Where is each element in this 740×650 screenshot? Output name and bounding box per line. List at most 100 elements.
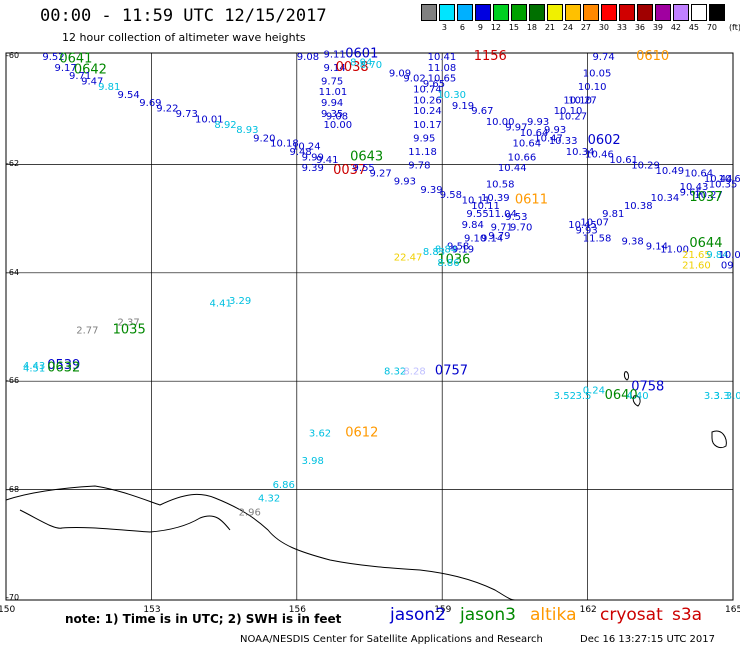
wave-height-value: 8.86 [437, 258, 459, 269]
wave-height-value: 9.54 [117, 90, 139, 101]
lon-tick-label: 162 [579, 605, 597, 615]
wave-height-value: 8.83 [423, 247, 445, 258]
wave-height-value: 9.81 [98, 82, 120, 93]
pass-time-label: 0642 [74, 63, 107, 78]
pass-time-label: 1036 [437, 252, 470, 267]
lat-tick-label: -64 [6, 267, 20, 277]
wave-height-value: 9.55 [466, 209, 488, 220]
wave-height-value: 10.46 [585, 150, 614, 161]
wave-height-value: 10.01 [195, 114, 224, 125]
wave-height-value: 9.39 [302, 163, 324, 174]
wave-height-value: 9.53 [505, 212, 527, 223]
map-frame [5, 52, 734, 601]
wave-height-value: 3.62 [309, 429, 331, 440]
lat-tick-label: -68 [6, 484, 20, 494]
pass-time-label: 0612 [345, 426, 378, 441]
wave-height-value: 9.41 [316, 155, 338, 166]
wave-height-value: 10.10 [554, 106, 583, 117]
pass-time-label: 0757 [435, 363, 468, 378]
legend-label: 36 [634, 23, 645, 32]
wave-height-value: 9.74 [592, 52, 614, 63]
wave-height-value: 9.27 [370, 169, 392, 180]
wave-height-value: 9.17 [54, 63, 76, 74]
legend-swatch [655, 4, 671, 21]
wave-height-value: 9.71 [69, 71, 91, 82]
wave-height-value: 4.51 [23, 364, 45, 375]
wave-height-value: 9.10 [464, 234, 486, 245]
wave-height-value: 10.05 [583, 68, 612, 79]
island-2 [711, 430, 727, 449]
lat-tick-label: -62 [6, 159, 20, 169]
pass-time-label: 0632 [47, 361, 80, 376]
wave-height-value: 3.3 [714, 391, 730, 402]
legend-swatch [637, 4, 653, 21]
wave-height-value: 10.47 [534, 133, 563, 144]
wave-height-value: 11.08 [428, 63, 457, 74]
legend-label: 33 [616, 23, 627, 32]
wave-height-value: 2.77 [76, 326, 98, 337]
legend-label: 39 [652, 23, 663, 32]
wave-height-value: 9.38 [622, 236, 644, 247]
wave-height-value: 11.00 [660, 244, 689, 255]
wave-height-value: 10.65 [428, 74, 457, 85]
wave-height-value: 10.07 [580, 217, 609, 228]
island-1 [632, 395, 641, 407]
wave-height-value: 11.04 [488, 209, 517, 220]
wave-height-value: 10.44 [704, 174, 733, 185]
wave-height-value: 10.49 [655, 166, 684, 177]
wave-height-value: 8.28 [403, 366, 425, 377]
wave-height-value: 10.34 [566, 147, 595, 158]
pass-time-label: 1156 [474, 49, 507, 64]
wave-height-value: 10.43 [680, 182, 709, 193]
island-3 [623, 371, 629, 381]
legend-swatch [421, 4, 437, 21]
satellite-jason2: jason2 [390, 605, 446, 625]
wave-height-value: 9.93 [394, 177, 416, 188]
wave-height-value: 10.30 [437, 90, 466, 101]
wave-height-value: 6.86 [273, 480, 295, 491]
wave-height-value: 9.19 [452, 244, 474, 255]
wave-height-value: 10.10 [578, 82, 607, 93]
legend-label: 45 [688, 23, 699, 32]
wave-height-value: 9.65 [423, 79, 445, 90]
wave-height-value: 10.24 [413, 106, 442, 117]
wave-height-value: 10.10 [563, 95, 592, 106]
wave-height-value: 9.75 [321, 76, 343, 87]
map-subtitle: 12 hour collection of altimeter wave hei… [62, 31, 306, 44]
legend-label: 3 [441, 23, 447, 32]
wave-height-value: 10.17 [413, 120, 442, 131]
lon-tick-label: 150 [0, 605, 16, 615]
wave-height-value: 9.97 [505, 122, 527, 133]
wave-height-value: 9.22 [156, 103, 178, 114]
antarctic-coast [5, 485, 516, 601]
wave-height-value: 9.73 [176, 109, 198, 120]
wave-height-value: 10.26 [413, 95, 442, 106]
legend-swatch [529, 4, 545, 21]
legend-swatch [547, 4, 563, 21]
wave-height-value: 21.65 [682, 250, 711, 261]
wave-height-value: 9.19 [452, 101, 474, 112]
wave-height-value: 9.94 [321, 98, 343, 109]
wave-height-value: 3.29 [229, 296, 251, 307]
legend-label: 21 [544, 23, 555, 32]
wave-height-value: 10.27 [694, 190, 723, 201]
pass-time-label: 0611 [515, 193, 548, 208]
wave-height-value: 9.47 [81, 76, 103, 87]
wave-height-value: 10.0 [718, 250, 740, 261]
wave-height-value: 10.11 [471, 201, 500, 212]
legend-label: 27 [580, 23, 591, 32]
wave-height-value: 9.14 [323, 63, 345, 74]
wave-height-value: 10.38 [624, 201, 653, 212]
wave-height-value: 8.70 [360, 60, 382, 71]
satellite-altika: altika [530, 605, 577, 625]
generated-timestamp: Dec 16 13:27:15 UTC 2017 [580, 634, 715, 645]
wave-height-value: 10.35 [709, 179, 738, 190]
lat-tick-label: -60 [6, 51, 20, 60]
legend-swatch [709, 4, 725, 21]
pass-time-label: 0640 [605, 388, 638, 403]
wave-height-value: 9.55 [353, 163, 375, 174]
legend-swatch [583, 4, 599, 21]
wave-height-value: 9.69 [139, 98, 161, 109]
wave-height-value: 0.24 [583, 385, 605, 396]
observations-layer: 9.5206419.1706429.719.479.819.549.699.22… [23, 46, 740, 518]
